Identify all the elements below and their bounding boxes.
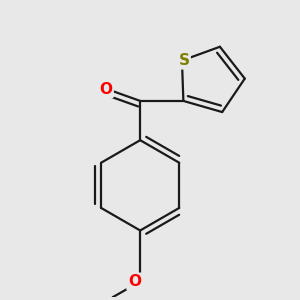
Text: O: O bbox=[99, 82, 112, 97]
Text: O: O bbox=[128, 274, 141, 289]
Text: S: S bbox=[178, 53, 189, 68]
